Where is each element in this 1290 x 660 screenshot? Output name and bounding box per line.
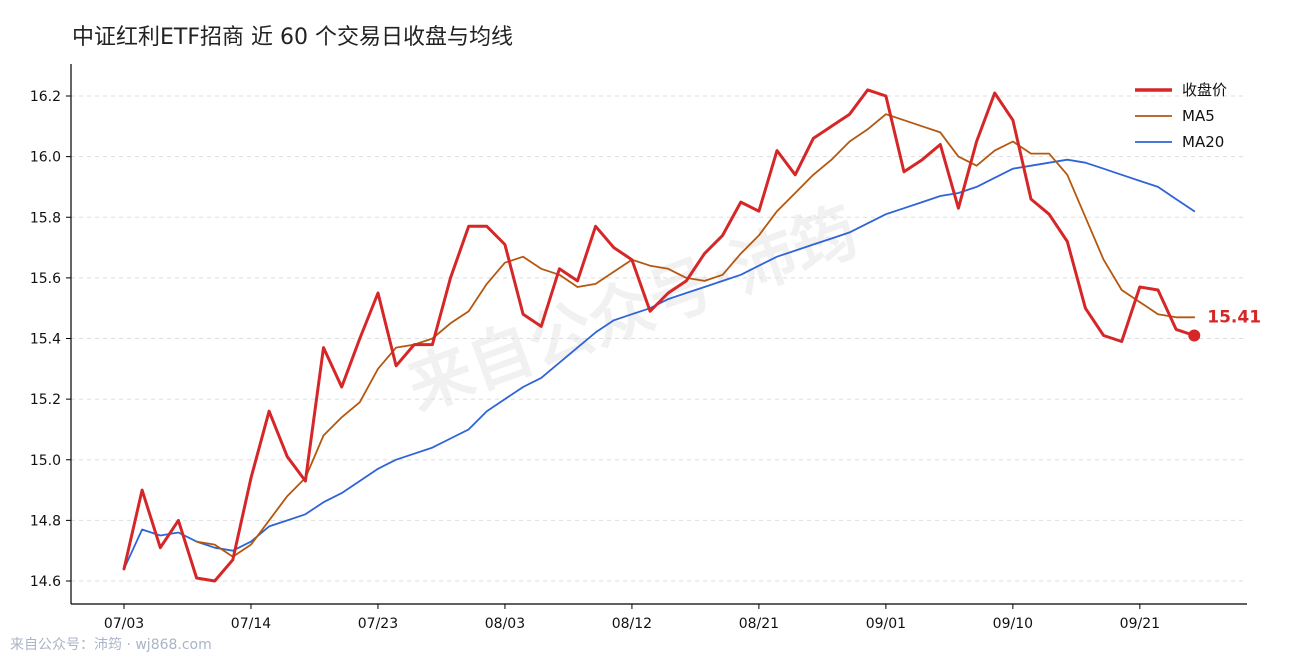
- last-value-label: 15.41: [1207, 307, 1261, 327]
- close-price-line: [122, 88, 1196, 583]
- legend-item-ma5: MA5: [1135, 107, 1215, 125]
- y-tick-label: 16.2: [30, 89, 61, 105]
- footer-source: 来自公众号：沛筠 · wj868.com: [10, 637, 212, 653]
- last-point-dot: [1188, 329, 1201, 342]
- y-tick-label: 16.0: [30, 150, 61, 166]
- axes: [70, 64, 1247, 605]
- legend-item-ma20: MA20: [1135, 133, 1224, 151]
- ma5-line: [195, 113, 1196, 558]
- y-axis-ticks: 14.6 14.8 15.0 15.2 15.4 15.6 15.8 16.0 16.2: [30, 89, 71, 590]
- series-lines: [122, 88, 1196, 583]
- legend-item-close: 收盘价: [1135, 81, 1227, 99]
- x-axis-ticks: 07/03 07/14 07/23 08/03 08/12 08/21 09/01 09/10…: [104, 604, 1160, 632]
- ma20-line: [123, 158, 1196, 570]
- x-tick-label: 09/10: [993, 616, 1033, 632]
- y-tick-label: 14.8: [30, 513, 61, 529]
- y-tick-label: 15.8: [30, 210, 61, 226]
- legend-label: MA20: [1182, 133, 1224, 151]
- x-tick-label: 07/23: [358, 616, 398, 632]
- y-tick-label: 15.4: [30, 332, 61, 348]
- y-tick-label: 15.0: [30, 453, 61, 469]
- x-tick-label: 08/12: [612, 616, 652, 632]
- legend-label: 收盘价: [1182, 81, 1227, 99]
- x-tick-label: 07/03: [104, 616, 144, 632]
- chart-title: 中证红利ETF招商 近 60 个交易日收盘与均线: [72, 25, 513, 50]
- x-tick-label: 08/21: [739, 616, 779, 632]
- x-tick-label: 08/03: [485, 616, 525, 632]
- grid-lines: [71, 95, 1247, 582]
- y-tick-label: 15.6: [30, 271, 61, 287]
- y-tick-label: 15.2: [30, 392, 61, 408]
- legend: 收盘价 MA5 MA20: [1135, 81, 1227, 151]
- x-tick-label: 09/21: [1120, 616, 1160, 632]
- x-tick-label: 07/14: [231, 616, 271, 632]
- legend-label: MA5: [1182, 107, 1215, 125]
- x-tick-label: 09/01: [866, 616, 906, 632]
- y-tick-label: 14.6: [30, 574, 61, 590]
- end-marker: 15.41: [1188, 307, 1261, 342]
